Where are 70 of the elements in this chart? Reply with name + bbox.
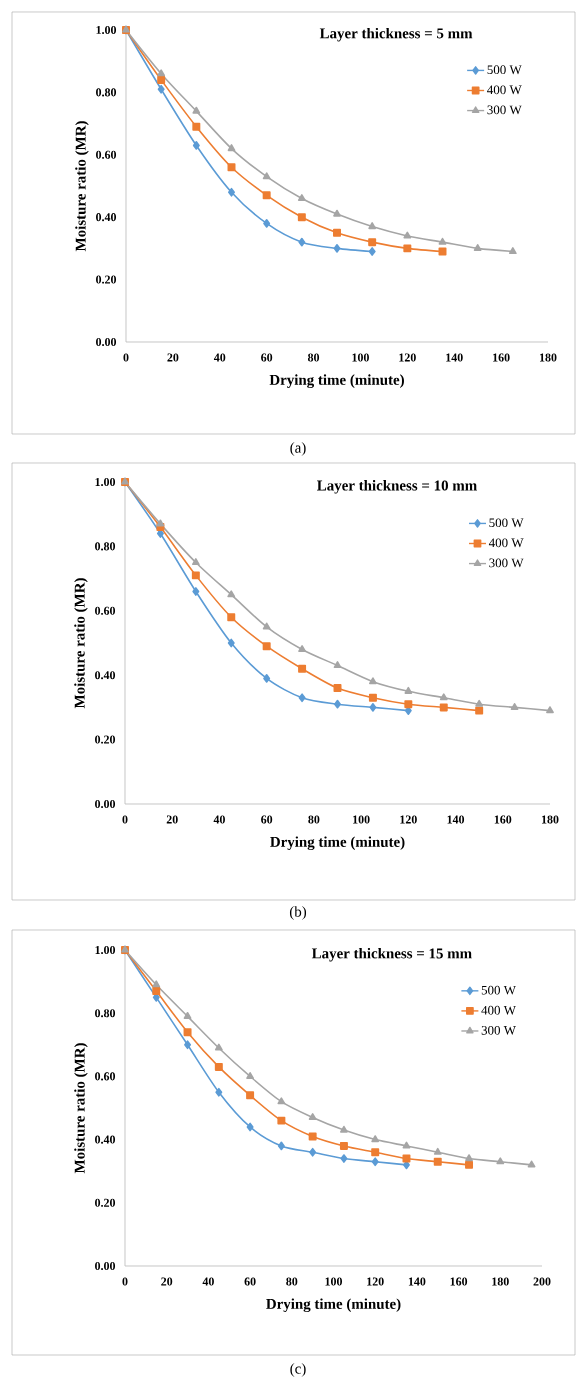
x-tick-label: 80 bbox=[286, 1277, 298, 1286]
x-tick-label: 140 bbox=[446, 353, 463, 362]
x-axis-title: Drying time (minute) bbox=[269, 374, 404, 389]
y-tick-label: 0.00 bbox=[95, 799, 116, 809]
x-tick-label: 200 bbox=[533, 1277, 551, 1286]
x-tick-label: 120 bbox=[367, 1277, 384, 1286]
x-axis-title: Drying time (minute) bbox=[266, 1298, 401, 1313]
x-tick-label: 0 bbox=[122, 1277, 128, 1286]
y-tick-label: 1.00 bbox=[95, 945, 116, 955]
legend-label: 400 W bbox=[487, 85, 522, 95]
x-tick-label: 40 bbox=[213, 815, 225, 824]
y-tick-label: 1.00 bbox=[95, 477, 116, 487]
x-tick-label: 140 bbox=[408, 1277, 426, 1286]
x-tick-label: 100 bbox=[353, 815, 370, 824]
y-axis-title: Moisture ratio (MR) bbox=[75, 121, 89, 252]
y-tick-label: 0.20 bbox=[95, 1198, 116, 1207]
x-tick-label: 120 bbox=[400, 815, 417, 824]
y-tick-label: 0.60 bbox=[95, 606, 116, 615]
x-tick-label: 160 bbox=[493, 353, 510, 362]
legend-label: 500 W bbox=[481, 985, 516, 995]
x-tick-label: 0 bbox=[122, 815, 128, 824]
legend-label: 500 W bbox=[489, 518, 524, 528]
text: (c) bbox=[290, 1363, 306, 1377]
legend-label: 400 W bbox=[481, 1005, 516, 1015]
y-tick-label: 1.00 bbox=[96, 25, 117, 35]
x-tick-label: 140 bbox=[447, 815, 465, 824]
x-tick-label: 40 bbox=[213, 353, 226, 362]
text: (a) bbox=[290, 442, 306, 456]
x-tick-label: 100 bbox=[352, 353, 369, 362]
legend-label: 300 W bbox=[487, 105, 522, 115]
x-tick-label: 160 bbox=[450, 1277, 468, 1286]
x-tick-label: 100 bbox=[325, 1277, 343, 1286]
y-tick-label: 0.00 bbox=[96, 337, 117, 347]
x-tick-label: 60 bbox=[261, 353, 273, 362]
x-tick-label: 180 bbox=[492, 1277, 509, 1286]
x-tick-label: 180 bbox=[541, 815, 559, 824]
y-tick-label: 0.60 bbox=[96, 150, 117, 159]
x-tick-label: 20 bbox=[161, 1277, 173, 1286]
y-tick-label: 0.40 bbox=[95, 1135, 116, 1144]
y-tick-label: 0.20 bbox=[96, 275, 117, 284]
y-tick-label: 0.80 bbox=[95, 542, 116, 551]
x-axis-title: Drying time (minute) bbox=[270, 836, 405, 851]
y-tick-label: 0.20 bbox=[95, 735, 116, 744]
legend-label: 400 W bbox=[488, 538, 524, 548]
y-tick-label: 0.40 bbox=[95, 671, 116, 680]
y-tick-label: 0.80 bbox=[95, 1009, 116, 1018]
y-axis-title: Moisture ratio (MR) bbox=[74, 1043, 88, 1174]
x-tick-label: 20 bbox=[167, 353, 179, 362]
legend-title: Layer thickness = 15 mm bbox=[311, 947, 472, 962]
x-tick-label: 0 bbox=[123, 353, 129, 362]
legend-label: 300 W bbox=[489, 558, 524, 568]
legend-title: Layer thickness = 10 mm bbox=[317, 480, 477, 494]
y-tick-label: 0.60 bbox=[95, 1072, 116, 1081]
y-axis-title: Moisture ratio (MR) bbox=[74, 578, 88, 709]
y-tick-label: 0.00 bbox=[95, 1261, 116, 1271]
legend-title: Layer thickness = 5 mm bbox=[319, 27, 473, 42]
y-tick-label: 0.40 bbox=[96, 213, 117, 222]
x-tick-label: 60 bbox=[261, 815, 273, 824]
x-tick-label: 160 bbox=[494, 815, 512, 824]
x-tick-label: 60 bbox=[244, 1277, 256, 1286]
x-tick-label: 180 bbox=[539, 353, 557, 362]
x-tick-label: 20 bbox=[166, 815, 178, 824]
text: (b) bbox=[289, 906, 307, 920]
x-tick-label: 40 bbox=[202, 1277, 214, 1286]
x-tick-label: 120 bbox=[399, 353, 416, 362]
y-tick-label: 0.80 bbox=[96, 88, 117, 97]
legend-label: 500 W bbox=[487, 65, 522, 75]
legend-label: 300 W bbox=[481, 1025, 516, 1035]
x-tick-label: 80 bbox=[307, 353, 320, 362]
x-tick-label: 80 bbox=[308, 815, 320, 824]
